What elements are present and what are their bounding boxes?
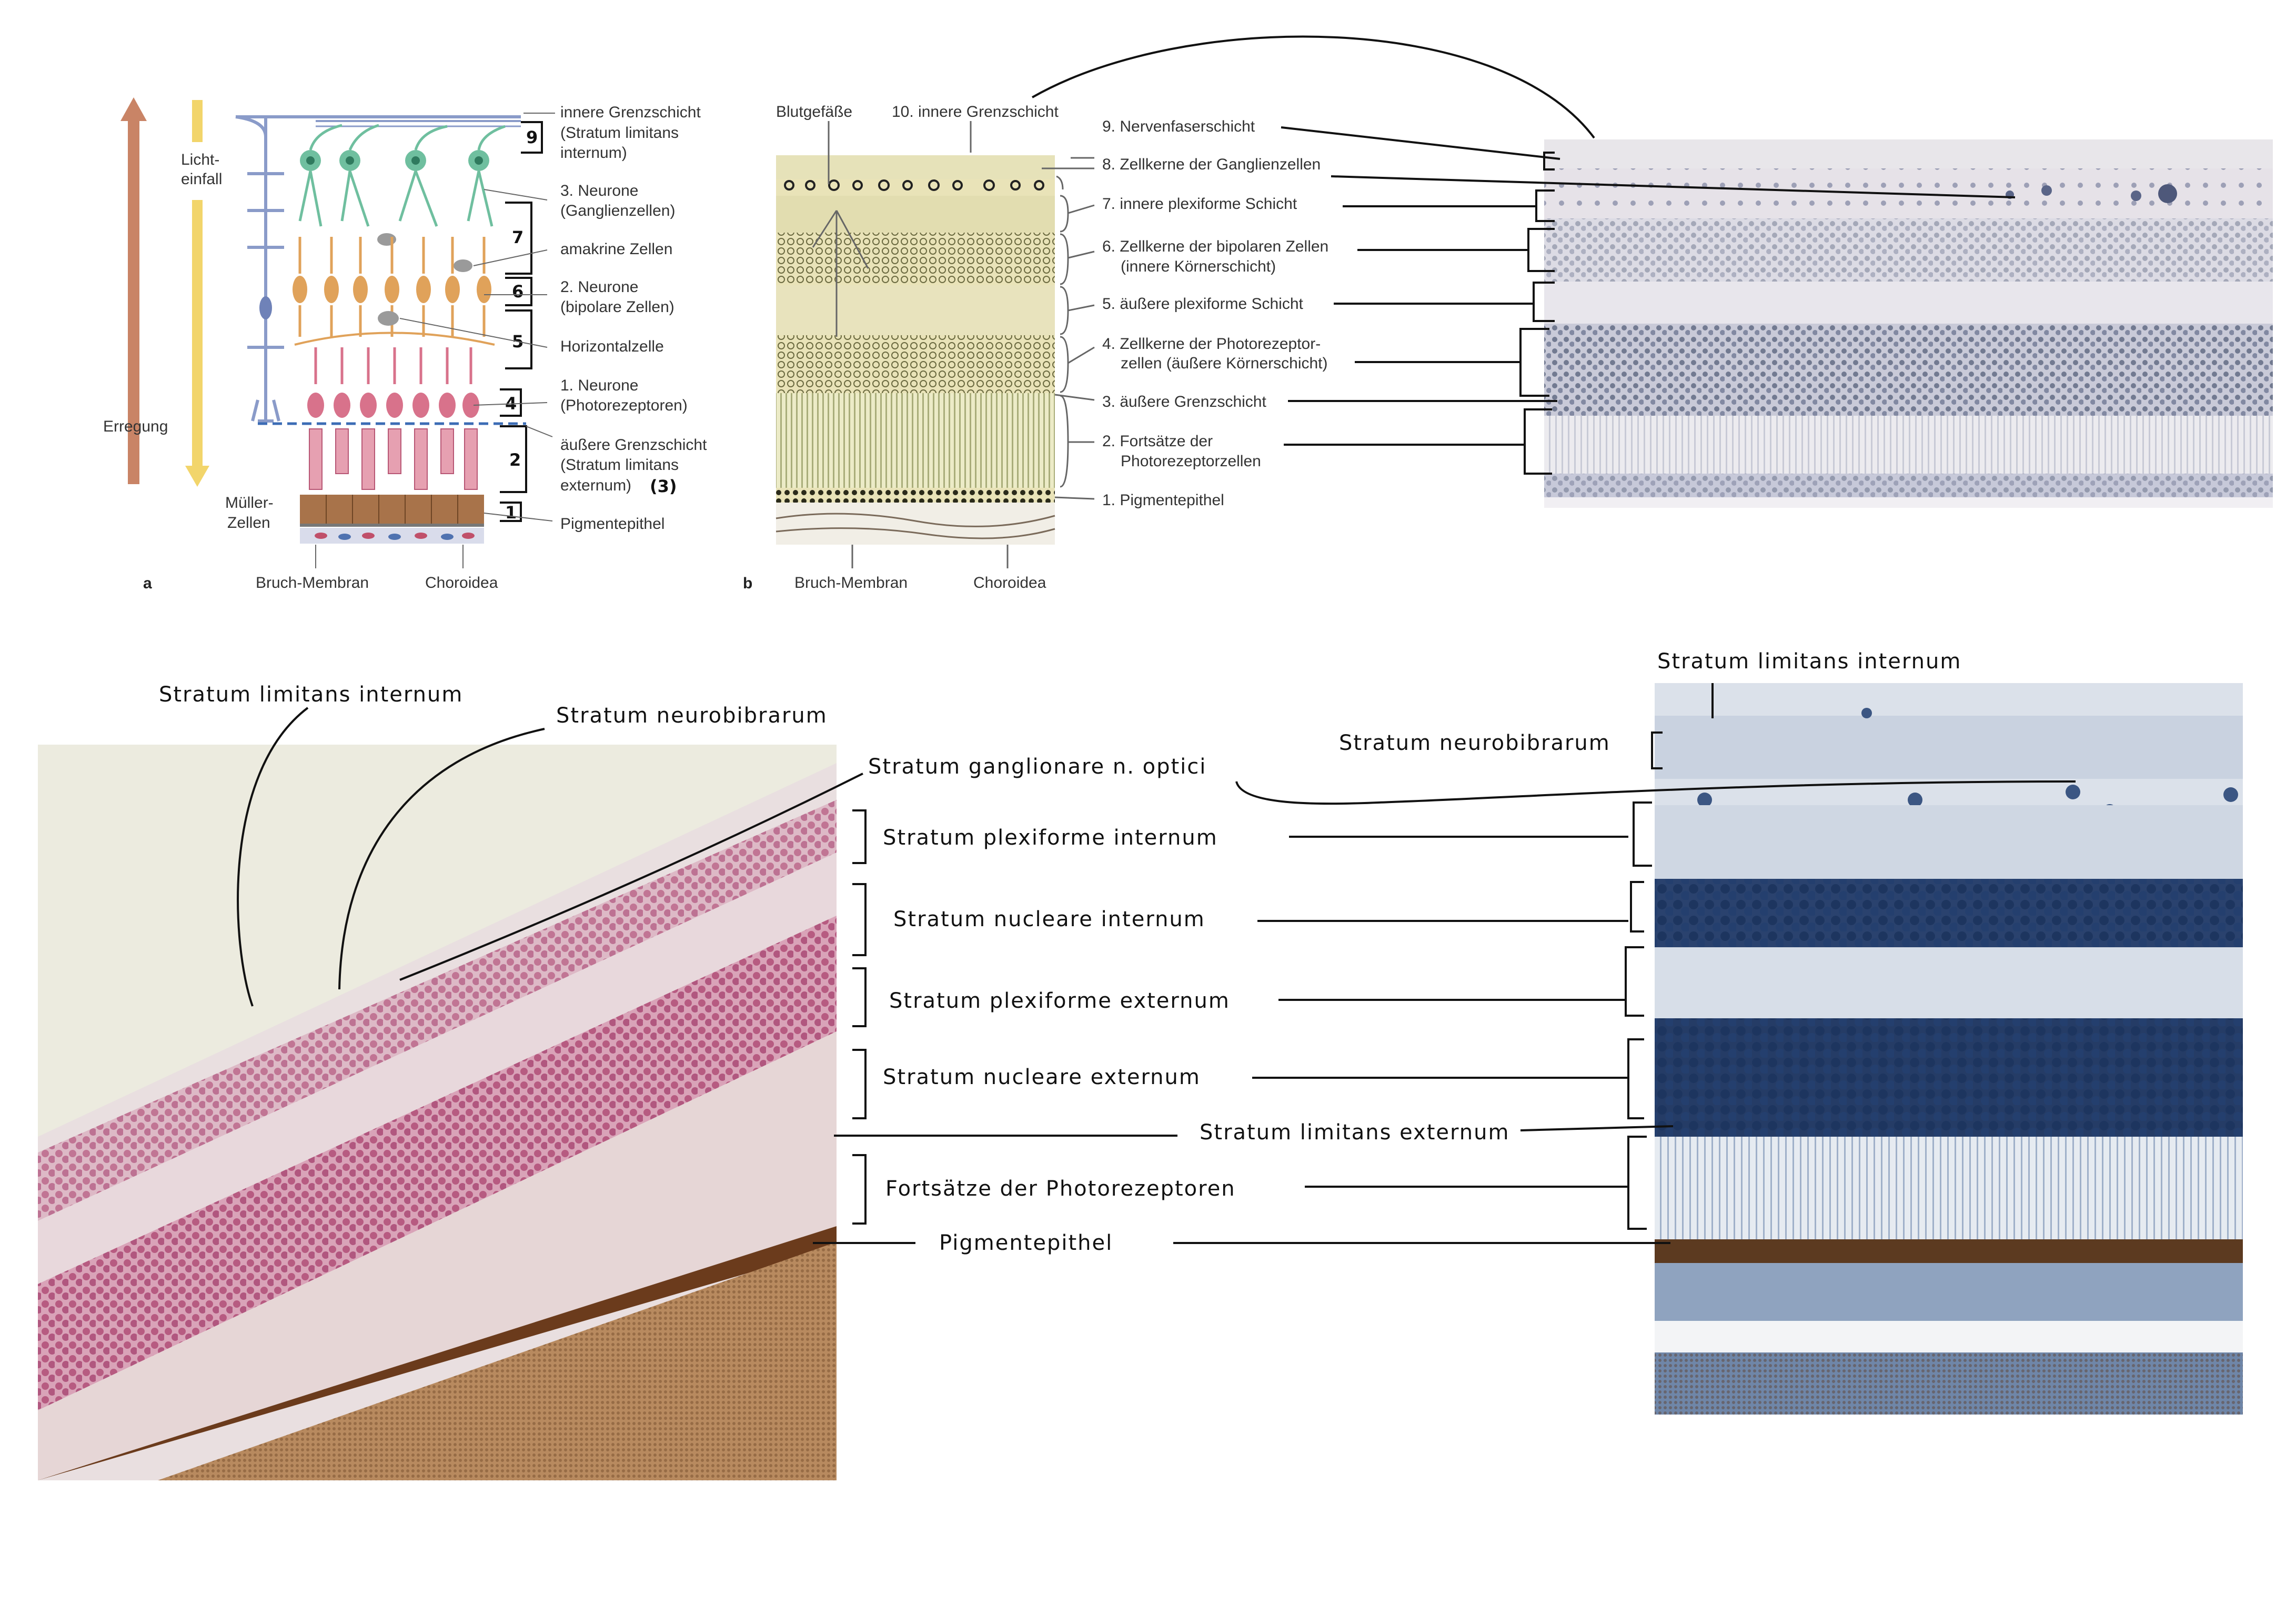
b-layer-1: 1. Pigmentepithel	[1102, 492, 1224, 509]
b-layer-7: 7. innere plexiforme Schicht	[1102, 195, 1297, 213]
label-pigmentepithel-a: Pigmentepithel	[560, 515, 664, 533]
num-9: 9	[526, 127, 538, 147]
horizontal-cell	[294, 311, 495, 346]
hw-stratum-limitans-externum: Stratum limitans externum	[1200, 1120, 1509, 1145]
label-innere-grenzschicht: innere Grenzschicht (Stratum limitans inte…	[560, 104, 701, 162]
label-choroidea-a: Choroidea	[425, 574, 498, 592]
hw-pigmentepithel: Pigmentepithel	[939, 1231, 1113, 1255]
figure-a-brackets	[500, 121, 543, 522]
b-layer-9: 9. Nervenfaserschicht	[1102, 118, 1255, 135]
mueller-label: Müller-Zellen	[225, 494, 274, 532]
label-horizontalzelle: Horizontalzelle	[560, 338, 664, 355]
hw-stratum-ganglionare: Stratum ganglionare n. optici	[868, 755, 1206, 779]
num-2: 2	[509, 450, 521, 470]
label-amakrine: amakrine Zellen	[560, 240, 672, 258]
b-layer-5: 5. äußere plexiforme Schicht	[1102, 295, 1304, 313]
num-7: 7	[512, 227, 523, 247]
label-blutgefaesse: Blutgefäße	[776, 103, 852, 121]
label-bruch-b: Bruch-Membran	[794, 574, 908, 592]
pigment-epithelium	[300, 495, 484, 544]
bottom-left-he-micrograph	[38, 745, 837, 1480]
hw-stratum-nucleare-internum: Stratum nucleare internum	[893, 907, 1205, 931]
annotation-3: (3)	[650, 476, 677, 496]
top-right-connectors	[1032, 35, 2016, 475]
hw-stratum-plexiforme-externum: Stratum plexiforme externum	[889, 989, 1230, 1013]
label-photorezeptoren: 1. Neurone (Photorezeptoren)	[560, 377, 688, 414]
label-bruch-a: Bruch-Membran	[256, 574, 369, 592]
label-innere-grenzschicht-b: 10. innere Grenzschicht	[892, 103, 1059, 121]
ganglion-cells	[298, 124, 506, 227]
bipolar-cells	[293, 237, 491, 337]
figure-b-histology: Blutgefäße 10. innere Grenzschicht 9. Ne…	[743, 103, 1328, 592]
handwritten-connectors	[237, 683, 2076, 1244]
label-aeussere-grenzschicht: äußere Grenzschicht (Stratum limitans exte…	[560, 436, 707, 494]
b-layer-6: 6. Zellkerne der bipolaren Zellen (innere…	[1102, 238, 1328, 275]
lichteinfall-label-2: einfall	[181, 171, 222, 188]
lichteinfall-label-1: Licht-	[181, 151, 219, 168]
figure-a-leaders	[315, 113, 555, 568]
num-1: 1	[505, 503, 517, 523]
label-choroidea-b: Choroidea	[973, 574, 1046, 592]
hw-fortsaetze-photorezeptoren: Fortsätze der Photorezeptoren	[885, 1177, 1236, 1201]
hw-stratum-nucleare-externum: Stratum nucleare externum	[883, 1065, 1201, 1089]
hw-stratum-limitans-internum-left: Stratum limitans internum	[159, 683, 463, 707]
bottom-right-blue-micrograph	[1655, 683, 2243, 1415]
b-layer-2: 2. Fortsätze der Photorezeptorzellen	[1102, 433, 1261, 470]
panel-letter-b: b	[743, 575, 752, 592]
erregung-label: Erregung	[103, 418, 168, 435]
top-right-grey-micrograph	[1544, 139, 2273, 508]
b-layer-3: 3. äußere Grenzschicht	[1102, 393, 1266, 410]
hw-stratum-limitans-internum-right: Stratum limitans internum	[1657, 649, 1961, 674]
hw-stratum-plexiforme-internum: Stratum plexiforme internum	[883, 826, 1218, 850]
b-layer-4: 4. Zellkerne der Photorezeptor-zellen (ä…	[1102, 335, 1328, 372]
lichteinfall-arrow	[185, 100, 209, 487]
figure-a-schematic: Erregung Licht- einfall	[103, 97, 707, 592]
figure-b-brackets	[812, 121, 1095, 568]
erregung-arrow	[120, 97, 147, 484]
photoreceptors	[307, 347, 479, 490]
mueller-nucleus	[259, 296, 272, 319]
num-6: 6	[512, 282, 523, 302]
hw-stratum-neurobibrarum-left: Stratum neurobibrarum	[556, 704, 828, 728]
label-bipolare: 2. Neurone (bipolare Zellen)	[560, 278, 674, 316]
label-ganglienzellen: 3. Neurone (Ganglienzellen)	[560, 182, 675, 219]
mueller-cell	[235, 115, 521, 423]
panel-letter-a: a	[143, 575, 152, 592]
b-layer-8: 8. Zellkerne der Ganglienzellen	[1102, 156, 1321, 173]
hw-stratum-neurobibrarum-right: Stratum neurobibrarum	[1339, 731, 1610, 755]
